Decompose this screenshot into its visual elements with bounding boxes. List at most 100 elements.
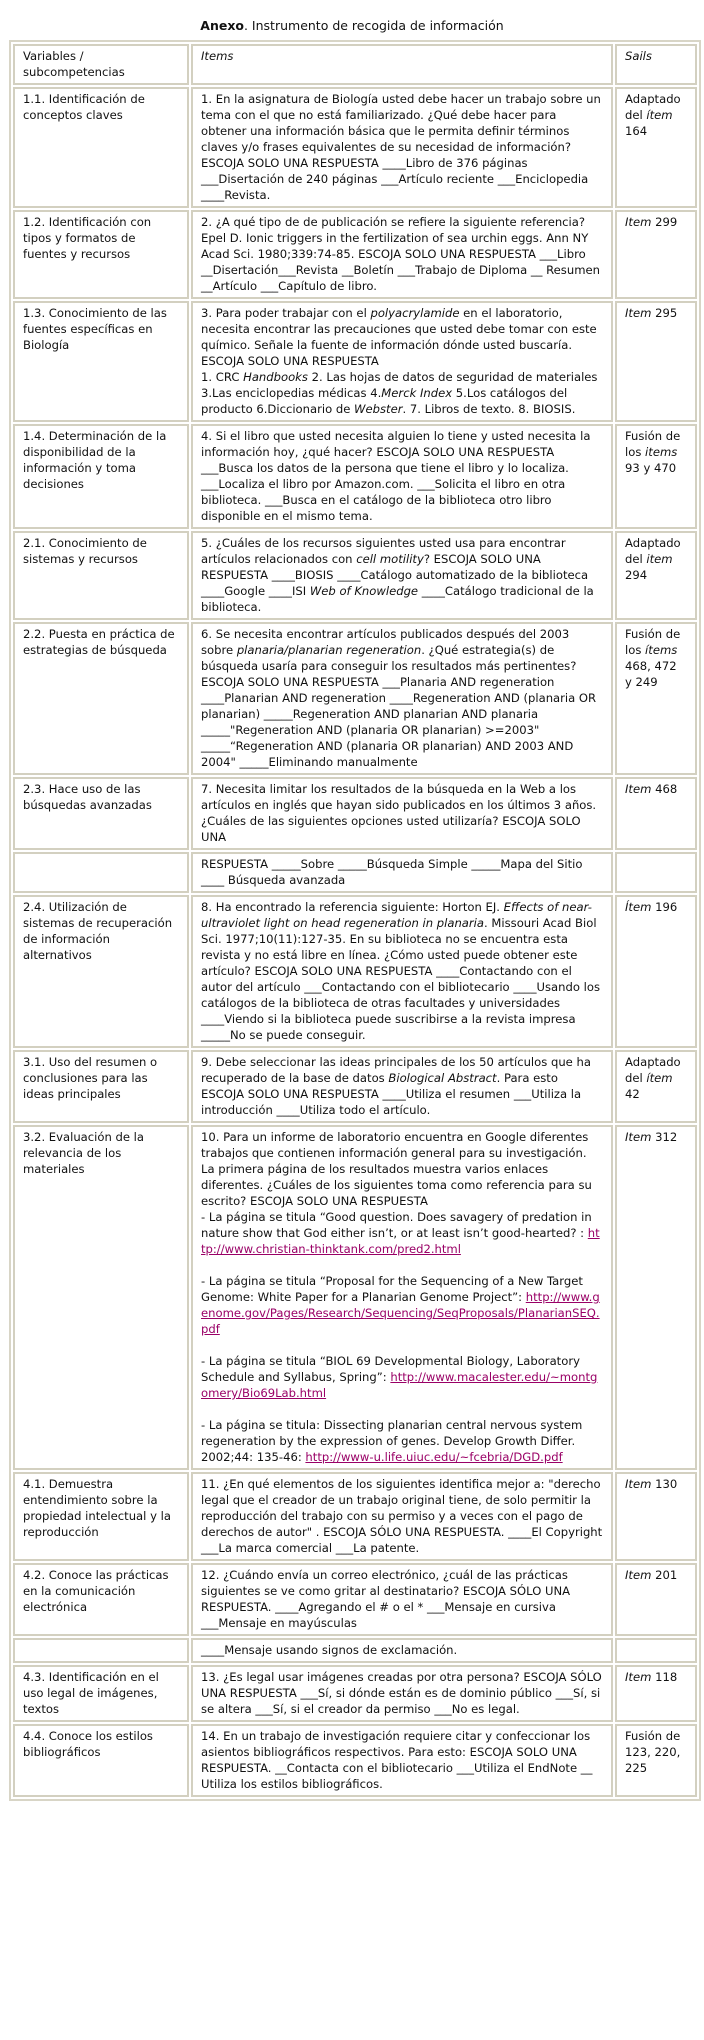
variable-cell: 2.2. Puesta en práctica de estrategias d… [13, 622, 189, 775]
item-cell: RESPUESTA _____Sobre _____Búsqueda Simpl… [191, 852, 613, 893]
header-variables: Variables / subcompetencias [13, 44, 189, 85]
item-cell: 1. En la asignatura de Biología usted de… [191, 87, 613, 208]
text-segment: 12. ¿Cuándo envía un correo electrónico,… [201, 1568, 571, 1630]
text-segment: . ¿Qué estrategia(s) de búsqueda usaría … [201, 643, 597, 769]
text-segment: RESPUESTA _____Sobre _____Búsqueda Simpl… [201, 857, 583, 887]
text-segment: Fusión de los [625, 627, 681, 657]
text-segment: 5. ¿Cuáles de los recursos siguientes us… [201, 536, 566, 566]
item-cell: 14. En un trabajo de investigación requi… [191, 1724, 613, 1797]
source-cell: Item 299 [615, 210, 697, 299]
item-cell: 11. ¿En qué elementos de los siguientes … [191, 1472, 613, 1561]
source-cell [615, 1638, 697, 1663]
item-cell: 6. Se necesita encontrar artículos publi… [191, 622, 613, 775]
text-segment: 295 [651, 306, 678, 320]
source-cell: Adaptado del ítem 164 [615, 87, 697, 208]
italic-text: Webster [354, 402, 403, 416]
text-segment: 11. ¿En qué elementos de los siguientes … [201, 1477, 603, 1555]
item-cell: 12. ¿Cuándo envía un correo electrónico,… [191, 1563, 613, 1636]
text-segment: 164 [625, 124, 648, 138]
italic-text: Effects of near-ultraviolet light on hea… [201, 900, 592, 930]
italic-text: items [645, 445, 678, 459]
text-segment: 93 y 470 [625, 461, 677, 475]
variable-cell: 1.2. Identificación con tipos y formatos… [13, 210, 189, 299]
table-row: 1.2. Identificación con tipos y formatos… [13, 210, 697, 299]
table-row: 4.1. Demuestra entendimiento sobre la pr… [13, 1472, 697, 1561]
source-cell: Item 118 [615, 1665, 697, 1722]
item-cell: 9. Debe seleccionar las ideas principale… [191, 1050, 613, 1123]
table-row: 4.3. Identificación en el uso legal de i… [13, 1665, 697, 1722]
source-cell: Adaptado del item 294 [615, 531, 697, 620]
source-cell [615, 852, 697, 893]
reference-link[interactable]: http://www.genome.gov/Pages/Research/Seq… [201, 1290, 600, 1336]
text-segment: 9. Debe seleccionar las ideas principale… [201, 1055, 591, 1085]
table-row: 2.3. Hace uso de las búsquedas avanzadas… [13, 777, 697, 850]
text-segment: 13. ¿Es legal usar imágenes creadas por … [201, 1670, 602, 1716]
source-cell: Item 295 [615, 301, 697, 422]
variable-cell: 4.4. Conoce los estilos bibliográficos [13, 1724, 189, 1797]
reference-link[interactable]: http://www.christian-thinktank.com/pred2… [201, 1226, 600, 1256]
source-cell: Item 130 [615, 1472, 697, 1561]
italic-text: Item [625, 1477, 652, 1491]
italic-text: ítems [645, 643, 678, 657]
instrument-table: Variables / subcompetencias Items Sails … [9, 40, 701, 1801]
italic-text: Web of Knowledge [309, 584, 419, 598]
title-rest: . Instrumento de recogida de información [243, 18, 504, 33]
variable-cell: 2.3. Hace uso de las búsquedas avanzadas [13, 777, 189, 850]
text-segment: Fusión de 123, 220, 225 [625, 1729, 681, 1775]
text-segment: 2. ¿A qué tipo de de publicación se refi… [201, 215, 600, 293]
text-segment: Adaptado del [625, 1055, 681, 1085]
text-segment: 5.Los catálogos del producto 6.Diccionar… [201, 386, 568, 416]
source-cell: Fusión de los ítems 468, 472 y 249 [615, 622, 697, 775]
reference-link[interactable]: http://www.macalester.edu/~montgomery/Bi… [201, 1370, 598, 1400]
item-cell: ____Mensaje usando signos de exclamación… [191, 1638, 613, 1663]
item-cell: 5. ¿Cuáles de los recursos siguientes us… [191, 531, 613, 620]
text-segment: 294 [625, 568, 648, 582]
text-segment: . Missouri Acad Biol Sci. 1977;10(11):12… [201, 916, 600, 1042]
text-segment: - La página se titula “Good question. Do… [201, 1210, 592, 1240]
item-cell: 8. Ha encontrado la referencia siguiente… [191, 895, 613, 1048]
table-row: 2.4. Utilización de sistemas de recupera… [13, 895, 697, 1048]
variable-cell: 4.1. Demuestra entendimiento sobre la pr… [13, 1472, 189, 1561]
document-title: Anexo. Instrumento de recogida de inform… [0, 0, 704, 40]
italic-text: Merck Index [381, 386, 453, 400]
italic-text: ítem [646, 108, 673, 122]
text-segment: Adaptado del [625, 536, 681, 566]
source-cell: Adaptado del ítem 42 [615, 1050, 697, 1123]
text-segment: 42 [625, 1087, 640, 1101]
text-segment: 2. Las hojas de datos de seguridad de ma… [201, 370, 598, 400]
table-row: 2.2. Puesta en práctica de estrategias d… [13, 622, 697, 775]
text-segment: 201 [651, 1568, 678, 1582]
table-row: 1.3. Conocimiento de las fuentes específ… [13, 301, 697, 422]
text-segment: 6. Se necesita encontrar artículos publi… [201, 627, 570, 657]
text-segment: ____Catálogo tradicional de la bibliotec… [201, 584, 594, 614]
text-segment: 312 [651, 1130, 678, 1144]
text-segment: 1. CRC [201, 370, 244, 384]
table-row: 4.2. Conoce las prácticas en la comunica… [13, 1563, 697, 1636]
item-cell: 13. ¿Es legal usar imágenes creadas por … [191, 1665, 613, 1722]
text-segment: 130 [651, 1477, 678, 1491]
text-segment: Adaptado del [625, 92, 681, 122]
italic-text: item [646, 552, 673, 566]
italic-text: Ítem [625, 900, 652, 914]
table-header-row: Variables / subcompetencias Items Sails [13, 44, 697, 85]
italic-text: Item [625, 306, 652, 320]
text-segment: - La página se titula “Proposal for the … [201, 1274, 583, 1304]
text-segment: - La página se titula “BIOL 69 Developme… [201, 1354, 580, 1384]
text-segment: - La página se titula: Dissecting planar… [201, 1418, 583, 1464]
reference-link[interactable]: http://www-u.life.uiuc.edu/~fcebria/DGD.… [305, 1450, 563, 1464]
text-segment: 118 [651, 1670, 678, 1684]
table-row: 3.2. Evaluación de la relevancia de los … [13, 1125, 697, 1470]
variable-cell: 4.3. Identificación en el uso legal de i… [13, 1665, 189, 1722]
table-row: 1.1. Identificación de conceptos claves 1… [13, 87, 697, 208]
source-cell: Item 201 [615, 1563, 697, 1636]
variable-cell: 2.4. Utilización de sistemas de recupera… [13, 895, 189, 1048]
text-segment: ? ESCOJA SOLO UNA RESPUESTA ____BIOSIS _… [201, 552, 589, 598]
text-segment: 8. Ha encontrado la referencia siguiente… [201, 900, 504, 914]
text-segment: 4. Si el libro que usted necesita alguie… [201, 429, 591, 523]
table-row: 4.4. Conoce los estilos bibliográficos 14… [13, 1724, 697, 1797]
italic-text: polyacrylamide [370, 306, 460, 320]
header-source: Sails [615, 44, 697, 85]
text-segment: 3. Para poder trabajar con el [201, 306, 371, 320]
text-segment: 7. Necesita limitar los resultados de la… [201, 782, 597, 844]
italic-text: planaria/planarian regeneration [236, 643, 422, 657]
